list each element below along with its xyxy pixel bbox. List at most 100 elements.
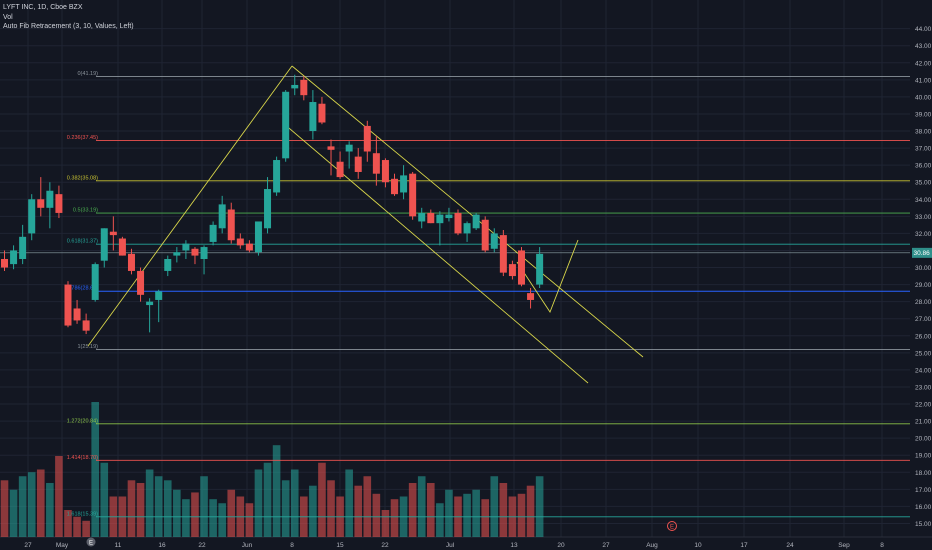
candle-series (1, 74, 544, 335)
fib-level-label: 1(25.19) (78, 344, 99, 350)
volume-bar (472, 489, 480, 537)
candle-body (227, 209, 235, 241)
candle-body (209, 224, 217, 242)
candle-body (508, 264, 516, 277)
volume-bar (55, 456, 63, 537)
x-tick-label: 15 (336, 542, 344, 549)
volume-bar (381, 510, 390, 537)
x-tick-label: May (56, 542, 69, 549)
x-tick-label: 8 (880, 542, 884, 549)
volume-bar (426, 483, 435, 537)
y-tick-label: 20.00 (915, 436, 932, 443)
volume-bar (227, 489, 236, 537)
candle-body (436, 214, 444, 224)
fib-level-label: 1.272(20.84) (67, 418, 98, 424)
candle-body (264, 189, 272, 229)
y-tick-label: 44.00 (915, 26, 932, 33)
fib-level-label: 0.382(35.08) (67, 175, 98, 181)
candle-body (472, 214, 480, 229)
volume-bar (517, 493, 526, 537)
candle-body (481, 219, 489, 251)
trend-drawings (87, 65, 644, 384)
volume-bar (209, 499, 217, 537)
x-tick-label: 20 (557, 542, 565, 549)
y-tick-label: 18.00 (915, 470, 932, 477)
fib-level-label: 1.618(15.39) (67, 511, 98, 517)
candle-body (155, 291, 163, 300)
candle-body (372, 153, 380, 174)
y-tick-label: 33.00 (915, 214, 932, 221)
volume-bar (64, 510, 72, 537)
volume-bar (136, 483, 145, 537)
candle-body (400, 175, 408, 193)
y-tick-label: 42.00 (915, 60, 932, 67)
candle-body (127, 253, 135, 271)
volume-bar (363, 476, 372, 537)
candle-body (345, 144, 353, 152)
x-tick-label: 24 (786, 542, 794, 549)
candle-body (418, 212, 426, 222)
volume-bar (200, 476, 208, 537)
volume-bar (191, 492, 199, 537)
volume-bar (436, 503, 444, 537)
x-axis: 27 May 11 16 22 Jun 8 15 22 Jul 13 20 27 Aug 10 17 24 Sep… (24, 0, 884, 549)
volume-bar (499, 483, 508, 537)
dividend-marker: E (86, 537, 96, 547)
y-tick-label: 32.00 (915, 231, 932, 238)
volume-bar (91, 402, 99, 537)
candle-body (282, 91, 290, 159)
candle-body (28, 199, 36, 234)
volume-bar (9, 489, 18, 537)
chart-legend: LYFT INC, 1D, Cboe BZX Vol Auto Fib Retr… (3, 3, 134, 32)
volume-bar (290, 469, 299, 537)
y-tick-label: 21.00 (915, 419, 932, 426)
candle-body (1, 258, 8, 268)
candle-body (291, 84, 299, 89)
y-tick-label: 19.00 (915, 453, 932, 460)
volume-bar (390, 499, 399, 537)
x-tick-label: 13 (510, 542, 518, 549)
candle-body (200, 247, 208, 259)
y-tick-label: 22.00 (915, 402, 932, 409)
candle-body (517, 250, 525, 285)
y-tick-label: 38.00 (915, 129, 932, 136)
y-tick-label: 29.00 (915, 282, 932, 289)
volume-bar (490, 476, 499, 537)
candle-body (354, 156, 362, 172)
channel-upper (291, 65, 644, 358)
volume-bar (100, 462, 109, 537)
candle-body (55, 194, 63, 213)
candle-body (318, 103, 326, 123)
x-tick-label: 22 (381, 542, 389, 549)
volume-bar (173, 489, 181, 537)
volume-bar (182, 499, 190, 537)
x-tick-label: 8 (290, 542, 294, 549)
candle-body (454, 212, 462, 234)
volume-bar (372, 493, 381, 537)
trendline-up (87, 65, 293, 347)
candle-body (10, 250, 18, 265)
y-tick-label: 30.00 (915, 265, 932, 272)
candle-body (499, 235, 507, 273)
candle-body (46, 190, 54, 208)
fib-level-label: 1.414(18.70) (67, 455, 98, 461)
volume-bar (309, 485, 317, 537)
x-tick-label: 27 (24, 542, 32, 549)
volume-bar (245, 503, 254, 537)
volume-bar (254, 469, 263, 537)
volume-bar (354, 485, 363, 537)
volume-bar (318, 462, 326, 537)
volume-bar (481, 499, 490, 537)
y-tick-label: 36.00 (915, 163, 932, 170)
y-axis: 15.00 16.00 17.00 18.00 19.00 20.00 21.00 22.00… (0, 26, 932, 528)
volume-bar (18, 476, 27, 537)
channel-lower (282, 122, 589, 384)
candle-body (327, 146, 335, 150)
x-tick-label: 22 (198, 542, 206, 549)
candle-body (463, 223, 471, 234)
fib-level-label: 0.236(37.45) (67, 135, 98, 141)
candle-body (254, 221, 262, 253)
volume-bar (36, 469, 45, 537)
candle-body (445, 214, 453, 219)
